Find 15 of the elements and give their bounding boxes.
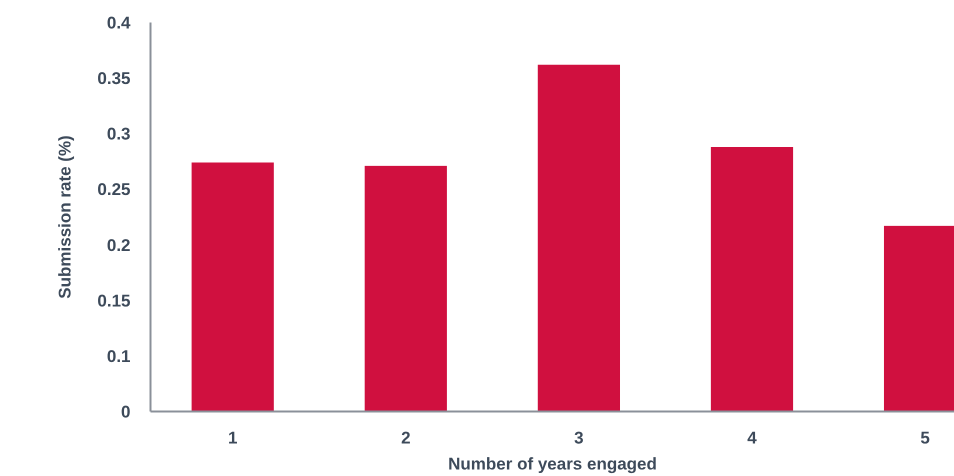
x-tick-label: 1: [228, 428, 238, 448]
x-axis-title: Number of years engaged: [448, 454, 657, 474]
y-tick-label: 0.25: [97, 180, 131, 200]
x-tick-label: 4: [747, 428, 758, 448]
y-tick-label: 0.4: [106, 14, 132, 32]
x-tick-label: 2: [401, 428, 411, 448]
y-tick-label: 0.1: [106, 346, 131, 366]
y-tick-label: 0.2: [106, 236, 131, 255]
y-tick-label: 0.35: [97, 69, 131, 88]
y-tick-label: 0.15: [97, 291, 131, 310]
x-tick-label: 3: [574, 428, 584, 448]
y-tick-label: 0: [121, 402, 131, 422]
y-axis-title: Submission rate (%): [55, 135, 74, 299]
y-tick-label: 0.3: [106, 124, 131, 144]
x-tick-label: 5: [920, 428, 930, 448]
